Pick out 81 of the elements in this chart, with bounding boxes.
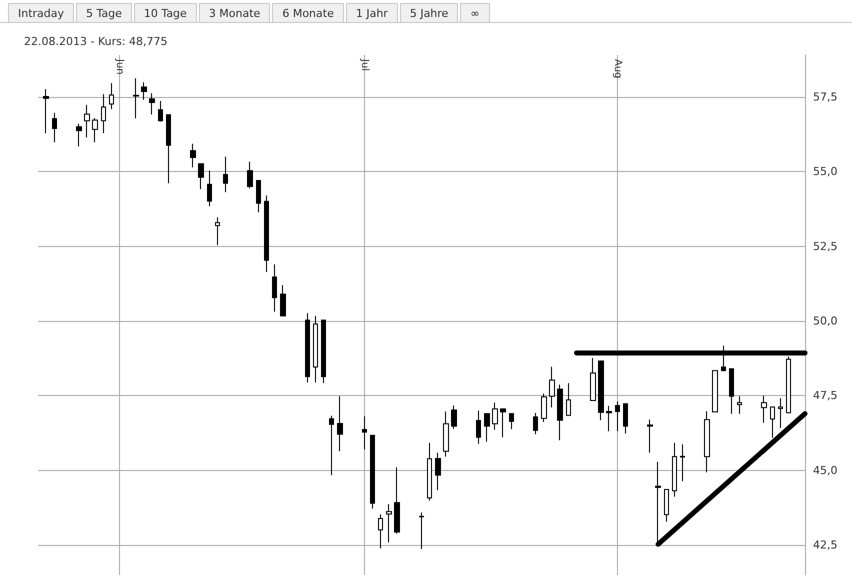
candlestick [778,398,783,428]
candlestick [394,466,400,534]
candlestick [362,416,367,450]
candlestick [198,163,204,190]
y-tick-label: 42,5 [813,538,838,552]
candlestick [386,504,392,543]
candlestick [549,366,555,408]
candlestick [443,411,449,458]
candlestick [419,512,424,550]
candlestick [223,156,228,193]
candlestick [664,489,669,522]
candlestick [598,360,604,421]
y-tick-label: 55,0 [813,165,838,178]
candlestick [207,170,212,207]
text: 6 Monate [272,3,344,23]
candlestick [280,284,286,316]
y-tick-label: 47,5 [813,389,838,402]
candlestick [590,358,596,401]
candlestick [272,264,277,312]
candlestick [370,434,375,510]
candlestick [337,396,343,452]
candlestick [76,123,82,147]
candlestick [92,118,98,143]
candlestick [378,514,383,549]
text: 1 Jahr [346,3,398,23]
y-tick-label: 50,0 [813,314,838,328]
candlestick [606,405,612,432]
candlestick [313,315,318,384]
candlestick [533,412,538,435]
candlestick [166,114,171,184]
candlestick [149,92,155,115]
candlestick [264,194,269,272]
candlestick [256,180,261,213]
candlestick [737,396,742,414]
candlestick [680,444,685,482]
candlestick [541,393,547,422]
candlestick [476,410,481,444]
candlestick [141,82,147,100]
x-tick-label: Jun [114,58,126,75]
text: ∞ [460,3,490,23]
candlestick [615,400,620,432]
candlestick [435,452,441,491]
candlestick [329,415,334,476]
candlestick [101,94,106,134]
candlestick [623,403,628,434]
candlestick [712,370,718,412]
text: 5 Jahre [400,3,458,23]
candlestick [557,384,563,441]
candlestick [704,410,710,473]
candlestick [190,143,196,168]
candlestick [672,442,677,498]
candlestick [761,395,767,424]
x-tick-label: Aug [612,59,623,79]
candlestick [321,320,326,384]
candlestick [43,88,49,134]
text: Intraday [8,3,74,23]
y-tick-label: 45,0 [813,464,838,477]
y-tick-label: 52,5 [813,240,838,253]
candlestick [133,78,139,119]
candlestick [647,419,653,454]
candlestick [566,382,571,416]
candlestick [451,405,457,430]
y-tick-label: 57,5 [813,90,838,104]
text: 10 Tage [134,3,197,23]
candlestick [729,368,734,414]
candlestick [509,413,514,430]
x-tick-label: Jul [358,58,370,72]
candlestick [484,413,490,442]
candlestick [427,442,432,502]
candlestick [158,100,163,122]
candlestick [492,402,498,430]
text: 3 Monate [198,3,270,23]
candlestick [500,408,506,438]
text: 5 Tage [76,3,132,23]
candlestick [305,312,310,384]
candlestick [109,82,114,110]
chart-title: 22.08.2013 - Kurs: 48,775 [24,35,168,48]
candlestick [52,112,57,143]
candlestick [247,161,253,189]
candlestick [84,104,90,138]
candlestick [215,216,220,246]
